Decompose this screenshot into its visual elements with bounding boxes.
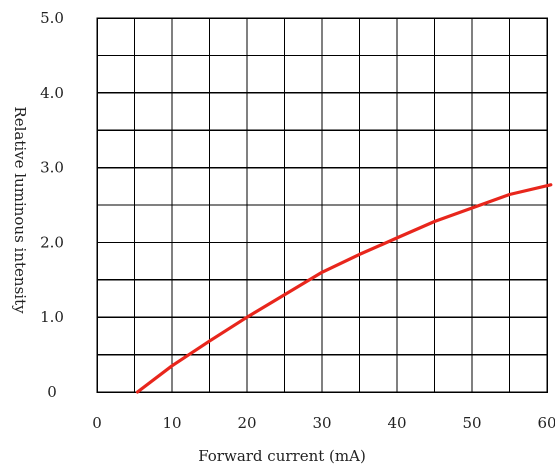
y-tick-label: 4.0 [40,84,64,102]
plot-area-frame [96,17,548,393]
y-axis-label: Relative luminous intensity [11,106,29,314]
y-tick-label: 0 [47,383,57,401]
y-tick-label: 5.0 [40,9,64,27]
series-layer [135,183,553,394]
y-tick-label: 2.0 [40,233,64,251]
tick-labels: 0 10 20 30 40 50 60 0 1.0 2.0 3.0 4.0 5.0 [40,9,555,432]
y-tick-label: 1.0 [40,308,64,326]
x-tick-label: 30 [312,414,331,432]
grid [97,18,547,392]
series-line-0 [135,183,553,394]
x-axis-label: Forward current (mA) [198,447,366,465]
y-tick-label: 3.0 [40,159,64,177]
x-tick-label: 10 [162,414,181,432]
x-tick-label: 50 [462,414,481,432]
x-tick-label: 40 [387,414,406,432]
x-tick-label: 0 [92,414,102,432]
x-tick-label: 60 [537,414,555,432]
x-tick-label: 20 [237,414,256,432]
